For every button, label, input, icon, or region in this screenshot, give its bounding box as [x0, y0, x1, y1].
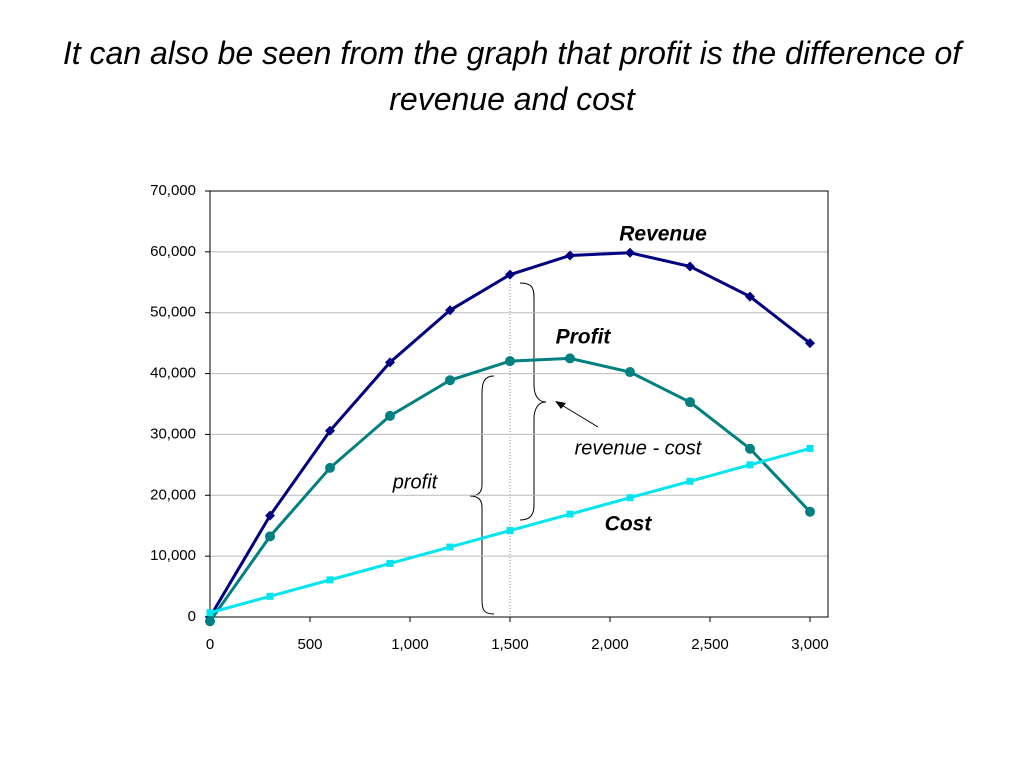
- point: [265, 510, 275, 521]
- x-tick-label: 1,500: [491, 636, 529, 653]
- x-tick-label: 2,000: [591, 636, 629, 653]
- point: [326, 576, 334, 584]
- point: [685, 397, 695, 408]
- y-tick-label: 20,000: [150, 486, 196, 503]
- point: [386, 559, 394, 567]
- point: [686, 477, 694, 485]
- point: [325, 425, 335, 436]
- chart-title: It can also be seen from the graph that …: [62, 35, 962, 117]
- arrow: [559, 403, 599, 428]
- plot-area: [209, 190, 829, 618]
- point: [566, 510, 574, 518]
- point: [505, 356, 515, 367]
- point: [805, 506, 815, 517]
- point: [625, 367, 635, 378]
- point: [626, 494, 634, 502]
- point: [565, 353, 575, 364]
- annotation: revenue - cost: [575, 437, 703, 459]
- y-tick-label: 30,000: [150, 425, 196, 442]
- y-tick-label: 70,000: [150, 182, 196, 199]
- y-tick-label: 50,000: [150, 304, 196, 321]
- arrow-head: [555, 401, 566, 409]
- point: [266, 592, 274, 600]
- y-tick-label: 60,000: [150, 243, 196, 260]
- point: [625, 247, 635, 258]
- series-label: Revenue: [619, 223, 707, 246]
- annotation: profit: [392, 471, 439, 493]
- point: [446, 543, 454, 551]
- point: [685, 261, 695, 272]
- point: [445, 375, 455, 386]
- point: [746, 461, 754, 469]
- point: [565, 250, 575, 261]
- point: [745, 443, 755, 454]
- point: [806, 444, 814, 452]
- x-tick-label: 500: [297, 636, 322, 653]
- x-tick-label: 0: [206, 636, 214, 653]
- point: [265, 531, 275, 542]
- y-tick-label: 10,000: [150, 547, 196, 564]
- point: [206, 609, 214, 617]
- point: [325, 462, 335, 473]
- y-tick-label: 0: [188, 608, 196, 625]
- y-tick-label: 40,000: [150, 365, 196, 382]
- series-label: Profit: [556, 326, 612, 349]
- brace: [519, 282, 547, 521]
- point: [506, 527, 514, 535]
- point: [445, 305, 455, 316]
- point: [205, 616, 215, 627]
- point: [805, 338, 815, 349]
- point: [385, 410, 395, 421]
- x-tick-label: 3,000: [791, 636, 829, 653]
- brace: [469, 375, 495, 615]
- point: [745, 291, 755, 302]
- point: [505, 269, 515, 280]
- x-tick-label: 1,000: [391, 636, 429, 653]
- point: [385, 357, 395, 368]
- series-label: Cost: [605, 513, 653, 536]
- x-tick-label: 2,500: [691, 636, 729, 653]
